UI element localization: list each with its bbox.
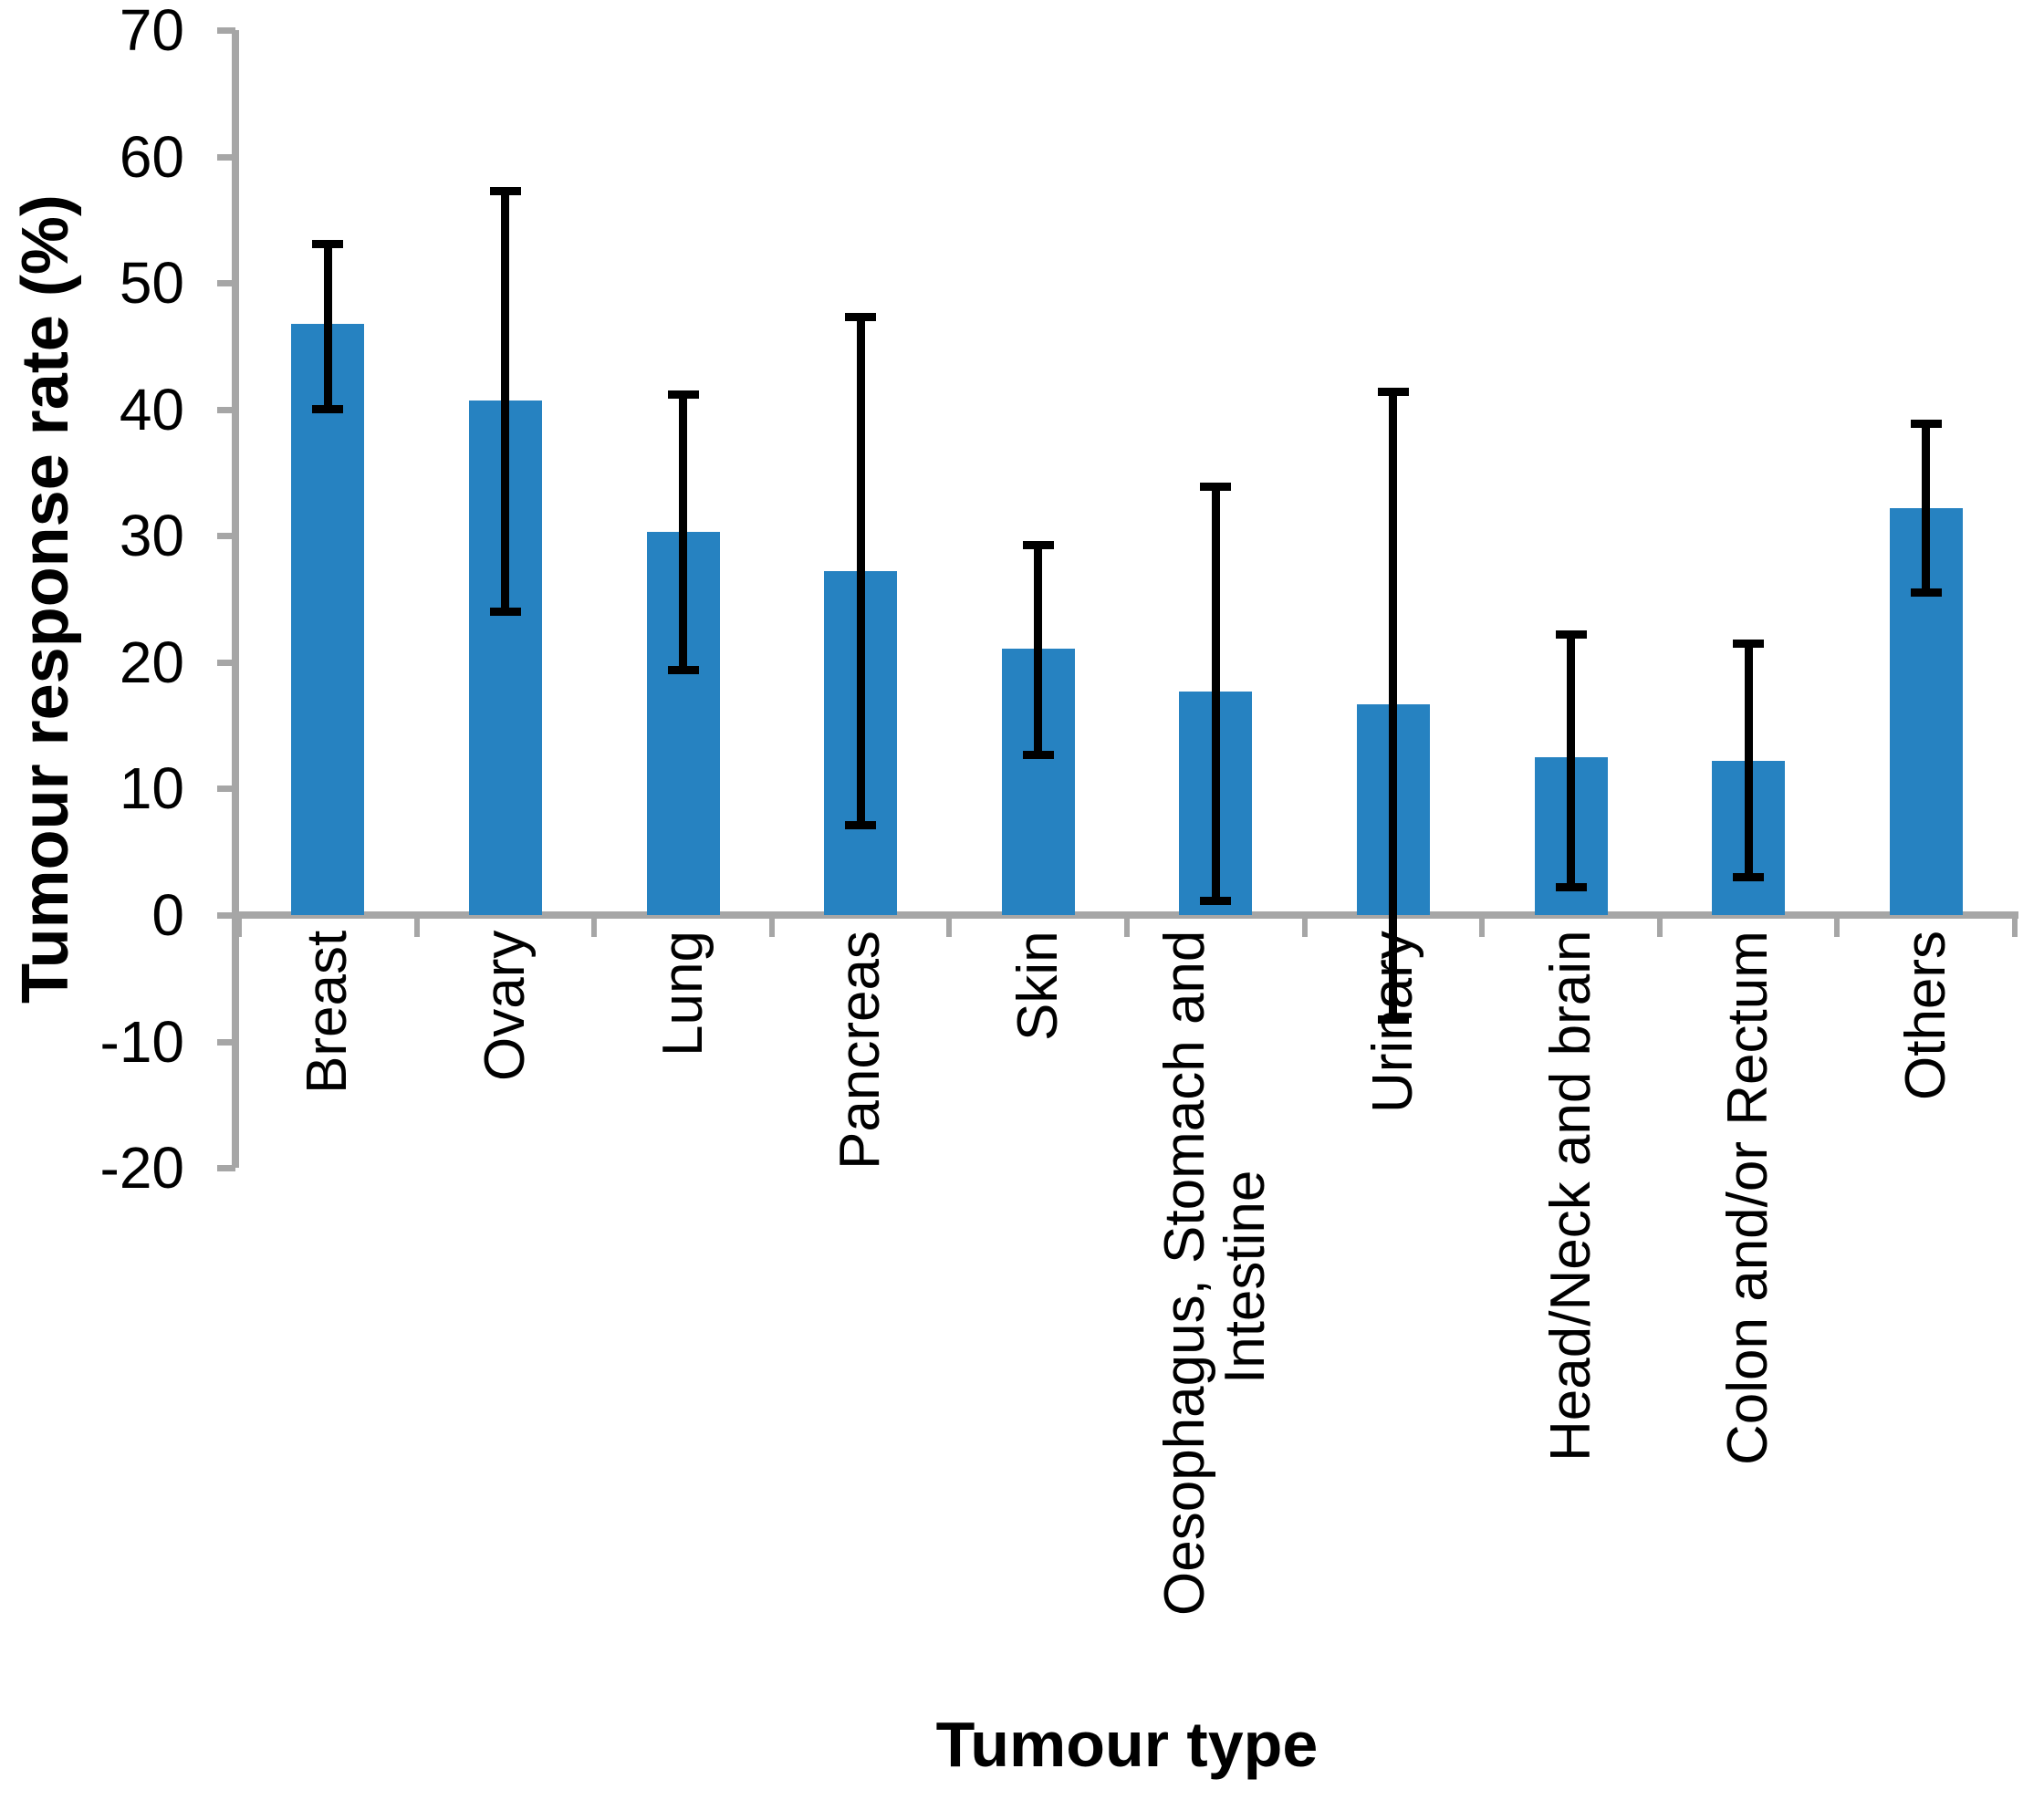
y-axis-tick xyxy=(217,153,235,161)
y-axis-tick-label: -10 xyxy=(99,1008,185,1075)
y-axis-tick-label: 70 xyxy=(119,0,184,64)
error-bar-line xyxy=(1389,391,1398,1020)
x-category-label: Pancreas xyxy=(829,931,892,1170)
y-axis-tick-label: 60 xyxy=(119,123,184,190)
bar xyxy=(291,323,365,915)
x-category-label: Skin xyxy=(1006,931,1069,1041)
error-bar-cap-bottom xyxy=(1733,872,1765,881)
x-category-label: Oesophagus, Stomach and xyxy=(1153,931,1217,1617)
y-axis-title: Tumour response rate (%) xyxy=(9,194,82,1004)
y-axis-tick xyxy=(217,1038,235,1046)
x-axis-tick xyxy=(1124,917,1130,937)
x-axis-tick xyxy=(1656,917,1663,937)
y-axis-tick-label: 10 xyxy=(119,755,184,822)
x-category-label: Lung xyxy=(651,931,714,1056)
y-axis-tick-label: 0 xyxy=(151,882,184,948)
error-bar-line xyxy=(679,394,687,671)
y-axis-tick-label: 20 xyxy=(119,629,184,695)
error-bar-cap-top xyxy=(1377,387,1409,396)
x-axis-tick xyxy=(413,917,420,937)
error-bar-line xyxy=(1922,423,1931,593)
error-bar-line xyxy=(501,191,510,612)
error-bar-cap-top xyxy=(1910,419,1942,428)
y-axis-tick-label: 30 xyxy=(119,503,184,569)
y-axis-tick-label: 40 xyxy=(119,376,184,442)
x-axis-tick xyxy=(946,917,953,937)
error-bar-line xyxy=(1567,634,1575,888)
x-axis-tick xyxy=(591,917,598,937)
y-axis-tick xyxy=(217,406,235,413)
error-bar-cap-top xyxy=(667,390,699,399)
error-bar-cap-bottom xyxy=(489,607,521,616)
error-bar-cap-top xyxy=(845,313,877,322)
error-bar-cap-bottom xyxy=(1555,883,1587,892)
y-axis-tick xyxy=(217,659,235,666)
error-bar-line xyxy=(1744,643,1753,878)
error-bar-cap-bottom xyxy=(1910,588,1942,598)
error-bar-line xyxy=(323,244,332,410)
x-axis-title: Tumour type xyxy=(935,1709,1319,1780)
error-bar-cap-top xyxy=(1200,482,1232,491)
error-bar-cap-top xyxy=(1555,629,1587,639)
x-category-label: Urinary xyxy=(1361,931,1424,1624)
y-axis-tick xyxy=(217,1165,235,1172)
x-category-label: Breast xyxy=(296,931,360,1095)
y-axis-tick xyxy=(217,280,235,287)
error-bar-cap-bottom xyxy=(845,821,877,830)
x-axis-tick xyxy=(1479,917,1486,937)
y-axis-tick-label: -20 xyxy=(99,1135,185,1202)
error-bar-cap-bottom xyxy=(1377,1015,1409,1025)
x-category-label: Head/Neck and brain xyxy=(1538,931,1602,1462)
y-axis-line xyxy=(232,30,239,1169)
x-axis-tick xyxy=(236,917,242,937)
y-axis-tick xyxy=(217,27,235,35)
error-bar-line xyxy=(1211,486,1220,901)
y-axis-tick xyxy=(217,533,235,540)
error-bar-cap-top xyxy=(1022,540,1054,549)
error-bar-cap-bottom xyxy=(312,405,344,414)
x-axis-line xyxy=(232,911,2018,919)
x-category-label: Intestine xyxy=(1214,1170,1278,1385)
x-category-label: Colon and/or Rectum xyxy=(1716,931,1780,1465)
error-bar-cap-bottom xyxy=(1200,897,1232,906)
error-bar-cap-bottom xyxy=(1022,750,1054,759)
error-bar-line xyxy=(1034,545,1043,755)
error-bar-cap-top xyxy=(489,186,521,195)
x-axis-tick xyxy=(768,917,775,937)
y-axis-tick-label: 50 xyxy=(119,250,184,317)
x-category-label: Others xyxy=(1893,931,1957,1101)
error-bar-line xyxy=(856,317,865,826)
x-axis-tick xyxy=(1834,917,1841,937)
y-axis-tick xyxy=(217,912,235,919)
error-bar-cap-top xyxy=(312,239,344,248)
error-bar-cap-bottom xyxy=(667,665,699,674)
x-category-label: Ovary xyxy=(473,931,537,1082)
y-axis-tick xyxy=(217,786,235,793)
error-bar-cap-top xyxy=(1733,639,1765,648)
x-axis-tick xyxy=(1301,917,1308,937)
x-axis-tick xyxy=(2012,917,2018,937)
